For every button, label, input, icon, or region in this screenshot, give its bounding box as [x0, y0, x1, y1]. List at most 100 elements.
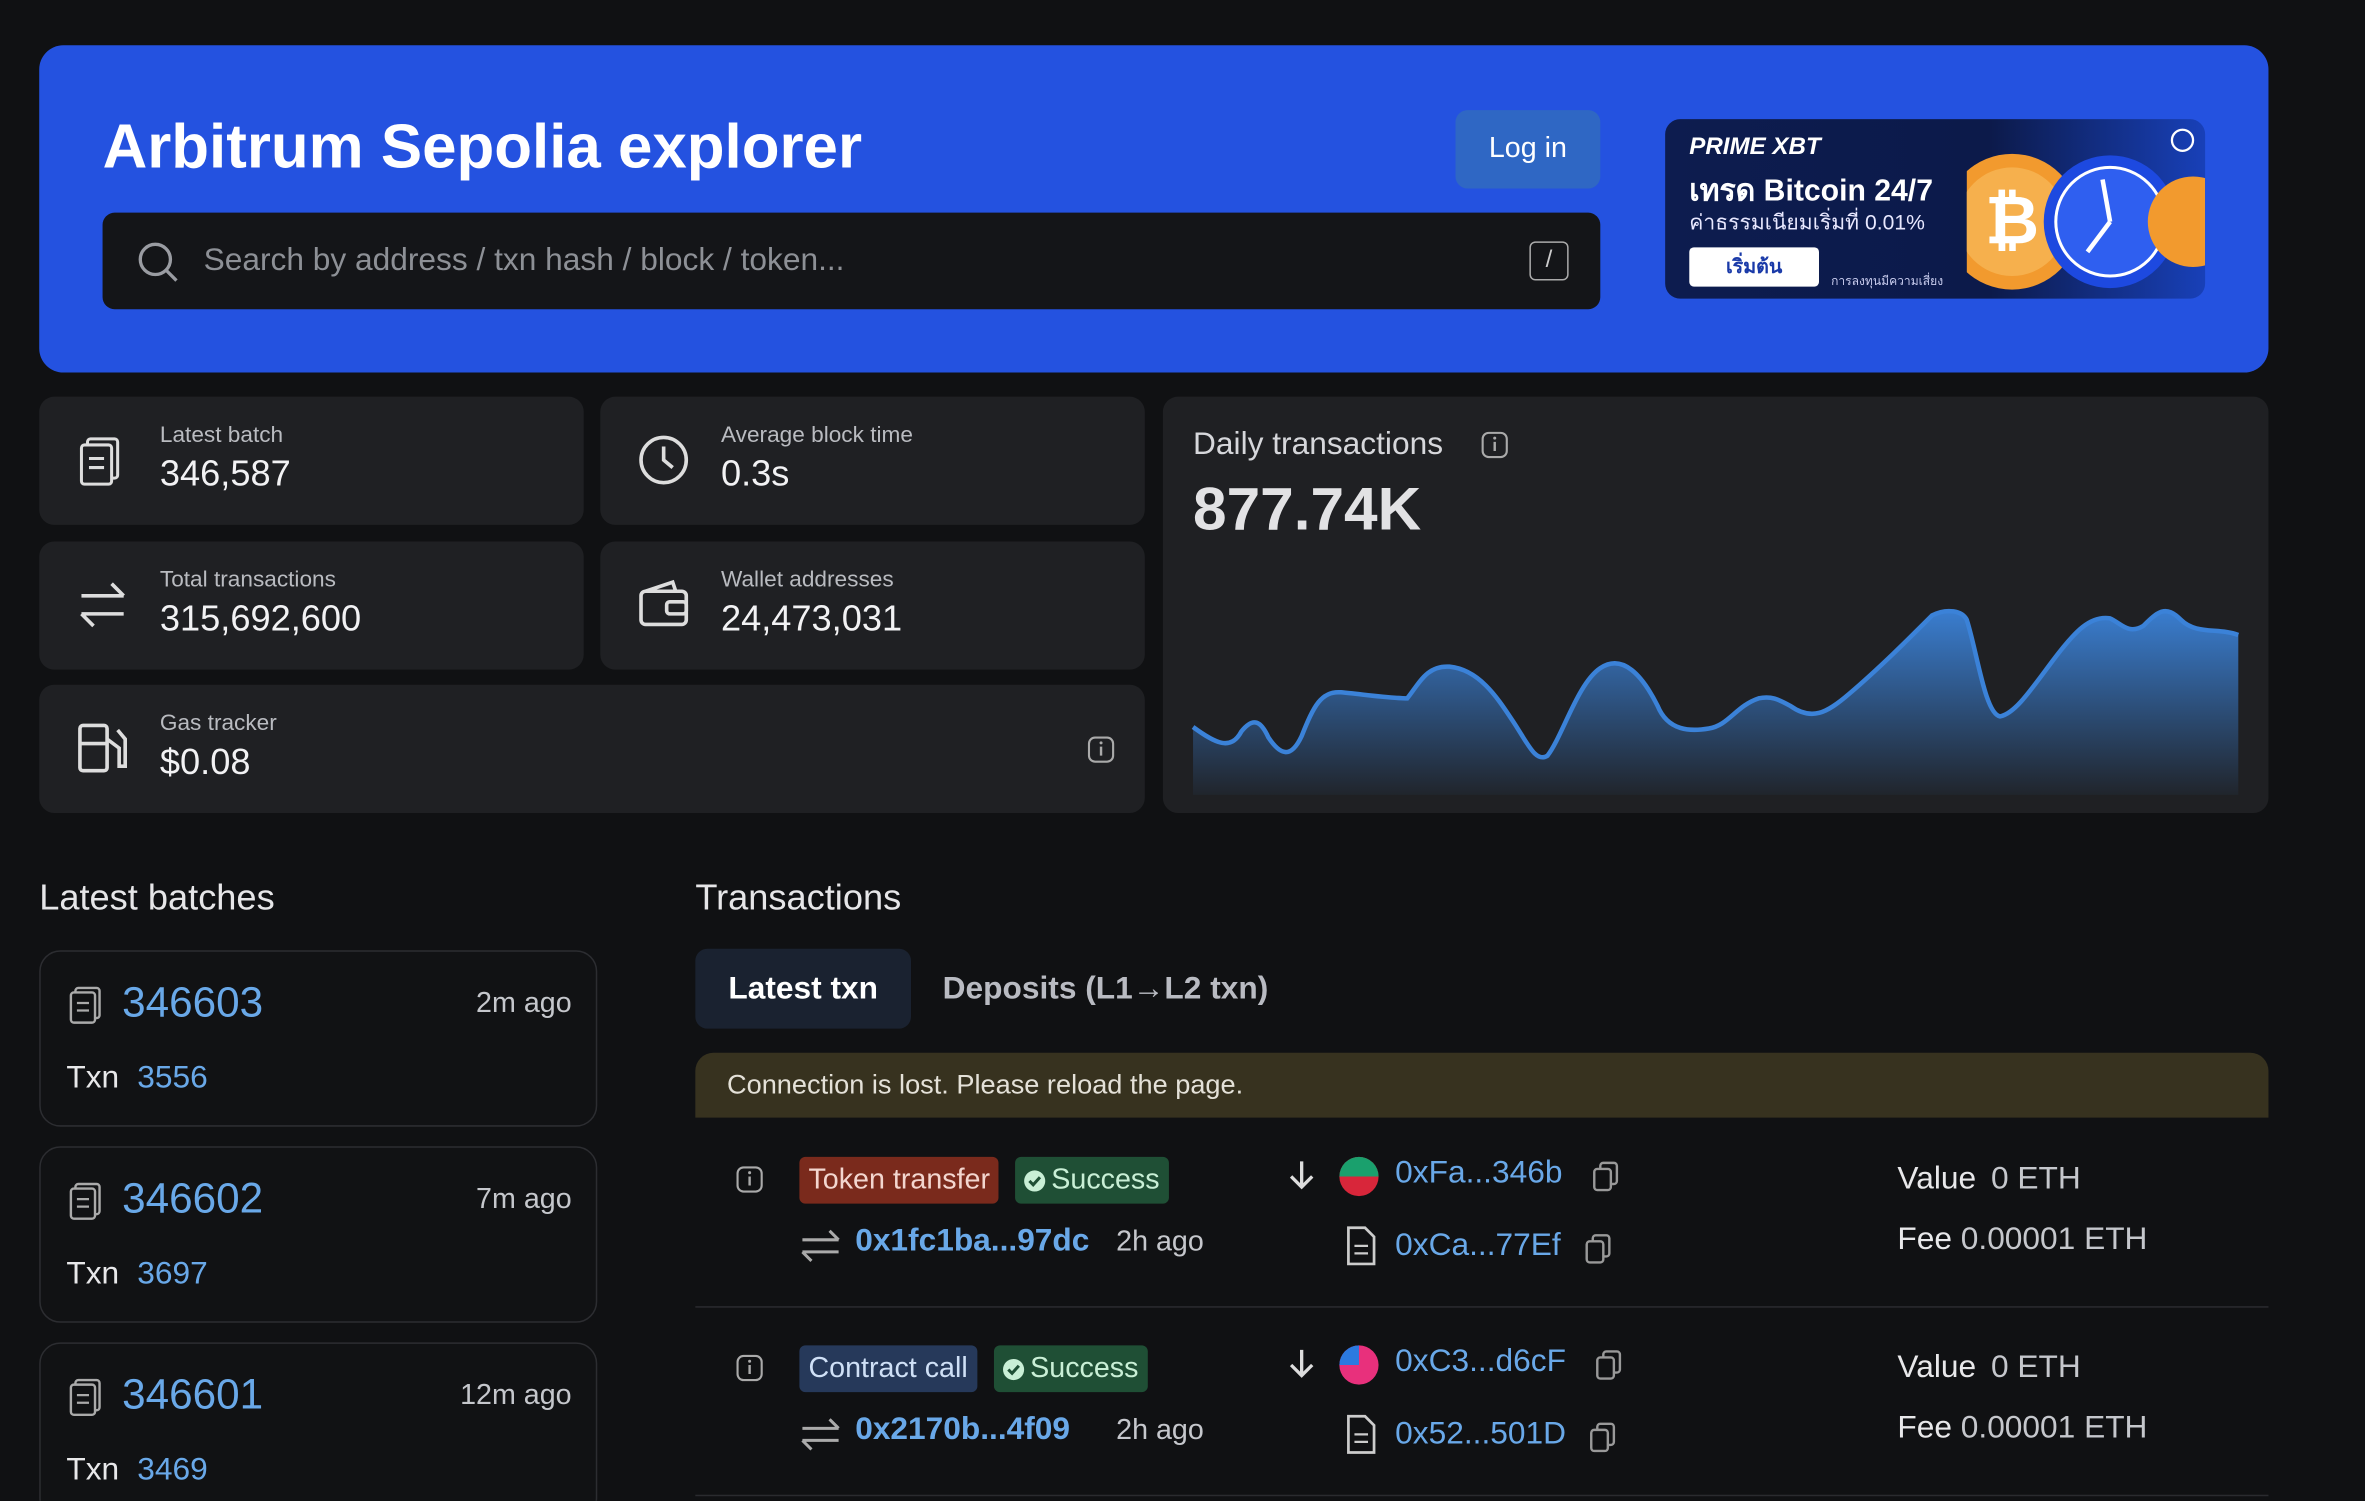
- txn-count[interactable]: 3556: [137, 1060, 208, 1096]
- shape: [1966, 167, 2067, 277]
- info-icon[interactable]: [1086, 735, 1116, 765]
- stat-label: Average block time: [720, 422, 913, 448]
- shape: [1585, 1240, 1605, 1264]
- batch-number[interactable]: 346603: [122, 978, 264, 1026]
- copy-icon-svg: [1585, 1234, 1611, 1264]
- wallet-icon: [639, 579, 689, 627]
- avatar: [1338, 1344, 1380, 1394]
- ad-button[interactable]: เริ่มต้น: [1689, 247, 1819, 287]
- search-shortcut: /: [1529, 241, 1569, 281]
- avatar-svg: [1339, 1345, 1379, 1385]
- clock-icon: [639, 435, 689, 485]
- stat-value: 0.3s: [720, 453, 790, 495]
- tx-to[interactable]: 0x52...501D: [1395, 1416, 1566, 1451]
- check-icon: [1023, 1169, 1047, 1201]
- transfer-icon: [799, 1228, 841, 1272]
- shape: [165, 269, 178, 282]
- tab-active[interactable]: Latest txn: [695, 948, 912, 1029]
- login-button[interactable]: Log in: [1455, 110, 1601, 189]
- batch-icon: [66, 1376, 108, 1429]
- shape: [80, 582, 125, 628]
- tx-type: Token transfer: [799, 1156, 1000, 1204]
- shape: [2085, 220, 2112, 254]
- tx-from[interactable]: 0xFa...346b: [1395, 1155, 1563, 1191]
- shape: ₿: [1985, 184, 2039, 258]
- shape: [1289, 1161, 1314, 1190]
- stat-label: Wallet addresses: [720, 567, 894, 593]
- shape: [1099, 741, 1103, 745]
- contract-icon-svg: [1347, 1226, 1376, 1266]
- stat-label: Latest batch: [159, 422, 284, 448]
- value-label: Value: [1897, 1161, 1977, 1197]
- info-icon[interactable]: [1480, 430, 1510, 460]
- batch-number[interactable]: 346601: [122, 1371, 264, 1418]
- gas-icon: [78, 723, 127, 773]
- shape: [644, 579, 678, 593]
- daily-value: 877.74K: [1193, 476, 1422, 543]
- sparkline-line: [1191, 608, 2240, 760]
- shape: [69, 1383, 97, 1416]
- batch-icon-svg: [69, 1182, 101, 1220]
- txn-count[interactable]: 3697: [137, 1256, 208, 1292]
- value-label: Value: [1897, 1349, 1977, 1385]
- ad-banner[interactable]: PRIME XBT เทรด Bitcoin 24/7 ค่าธรรมเนียม…: [1665, 119, 2206, 299]
- shape: [1596, 1356, 1616, 1380]
- shape: [138, 242, 173, 277]
- tx-from[interactable]: 0xC3...d6cF: [1395, 1343, 1566, 1379]
- shape: [2100, 179, 2113, 223]
- batch-icon-svg: [69, 1378, 101, 1416]
- batch-number[interactable]: 346602: [122, 1174, 264, 1222]
- shape: [801, 1418, 840, 1451]
- info-icon: [735, 1164, 765, 1202]
- shape: [661, 446, 674, 469]
- stat-value: 315,692,600: [159, 598, 362, 640]
- txn-label: Txn: [66, 1256, 120, 1292]
- tx-age: 2h ago: [1116, 1226, 1204, 1258]
- section-title: Latest batches: [39, 877, 275, 919]
- shape: [1347, 1414, 1376, 1454]
- transfer-icon-svg: [801, 1229, 840, 1262]
- ad-art: ₿: [1966, 128, 2206, 290]
- avatar-svg: [1339, 1156, 1379, 1197]
- search-box[interactable]: Search by address / txn hash / block / t…: [102, 212, 1601, 310]
- fee: 0.00001 ETH: [1960, 1221, 2148, 1257]
- shape: [1593, 1167, 1613, 1192]
- stat-label: Total transactions: [159, 567, 336, 593]
- shape: [106, 728, 127, 769]
- shape: [801, 1229, 840, 1262]
- tab[interactable]: Deposits (L1→L2 txn): [942, 971, 1269, 1007]
- shape: [736, 1166, 763, 1193]
- batch-icon: [79, 437, 120, 486]
- shape: [1007, 1364, 1020, 1376]
- txn-label: Txn: [66, 1452, 120, 1488]
- arrow-down-svg: [1289, 1349, 1314, 1378]
- ad-subline: ค่าธรรมเนียมเริ่มที่ 0.01%: [1689, 209, 1925, 234]
- copy-icon: [1591, 1160, 1621, 1201]
- shape: [736, 1354, 763, 1382]
- shape: [748, 1171, 752, 1175]
- shape: [1339, 1156, 1379, 1177]
- search-icon: [138, 242, 178, 282]
- transfer-icon-svg: [801, 1418, 840, 1451]
- batch-age: 12m ago: [460, 1380, 572, 1412]
- copy-icon-svg: [1590, 1422, 1616, 1453]
- batch-age: 2m ago: [476, 987, 572, 1020]
- transfer-icon: [799, 1416, 841, 1460]
- tx-row: Token transfer Success 0x1fc1ba...97dc 2h a…: [695, 1119, 2269, 1308]
- tx-to[interactable]: 0xCa...77Ef: [1395, 1227, 1561, 1263]
- tx-hash[interactable]: 0x1fc1ba...97dc: [855, 1223, 1090, 1258]
- fee-label: Fee: [1897, 1221, 1953, 1257]
- info-icon-svg: [736, 1354, 763, 1382]
- txn-count[interactable]: 3469: [137, 1452, 208, 1488]
- hero: Arbitrum Sepolia explorer Log in Search …: [39, 45, 2269, 373]
- info-icon-svg: [736, 1166, 763, 1193]
- fee-label: Fee: [1897, 1410, 1953, 1445]
- check-icon: [1002, 1357, 1026, 1389]
- tx-hash[interactable]: 0x2170b...4f09: [855, 1411, 1071, 1447]
- alert-text: Connection is lost. Please reload the pa…: [726, 1069, 1244, 1100]
- copy-icon-svg: [1596, 1350, 1622, 1380]
- shape: [1087, 736, 1115, 763]
- batch-card: 346603 2m ago Txn 3556: [39, 950, 598, 1127]
- shape: [1289, 1349, 1314, 1378]
- batch-card: 346602 7m ago Txn 3697: [39, 1146, 598, 1323]
